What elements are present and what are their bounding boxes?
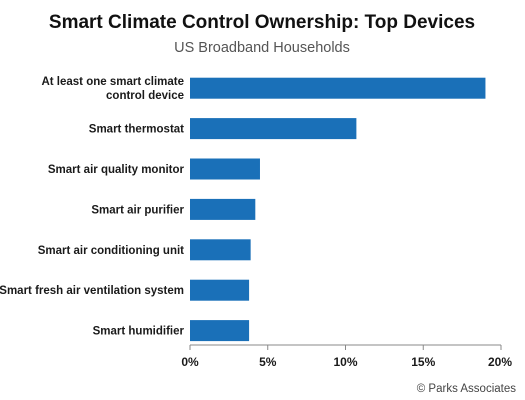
bar xyxy=(190,118,357,140)
chart-subtitle: US Broadband Households xyxy=(174,40,350,56)
x-ticks-group: 0% 5% 10% 15% 20% xyxy=(181,345,512,369)
credit-text: © Parks Associates xyxy=(417,383,516,395)
category-label: Smart air conditioning unit xyxy=(38,245,184,257)
category-label: Smart thermostat xyxy=(89,124,184,136)
category-label: Smart fresh air ventilation system xyxy=(0,285,184,297)
bar xyxy=(190,279,250,301)
x-tick-label: 10% xyxy=(333,355,357,369)
chart-title: Smart Climate Control Ownership: Top Dev… xyxy=(49,12,475,33)
x-tick-label: 15% xyxy=(411,355,435,369)
category-label: Smart humidifier xyxy=(93,326,185,338)
category-label: Smart air quality monitor xyxy=(48,164,185,176)
x-tick-label: 20% xyxy=(488,355,512,369)
category-label: Smart air purifier xyxy=(91,204,184,216)
category-label: At least one smart climate control device xyxy=(41,76,184,102)
bars-group xyxy=(190,77,486,342)
bar xyxy=(190,77,486,99)
bar xyxy=(190,239,251,261)
bar xyxy=(190,158,260,180)
category-labels-group: At least one smart climate control device… xyxy=(0,76,185,337)
x-tick-label: 0% xyxy=(181,355,199,369)
x-tick-label: 5% xyxy=(259,355,277,369)
bar xyxy=(190,320,250,342)
bar xyxy=(190,198,256,220)
